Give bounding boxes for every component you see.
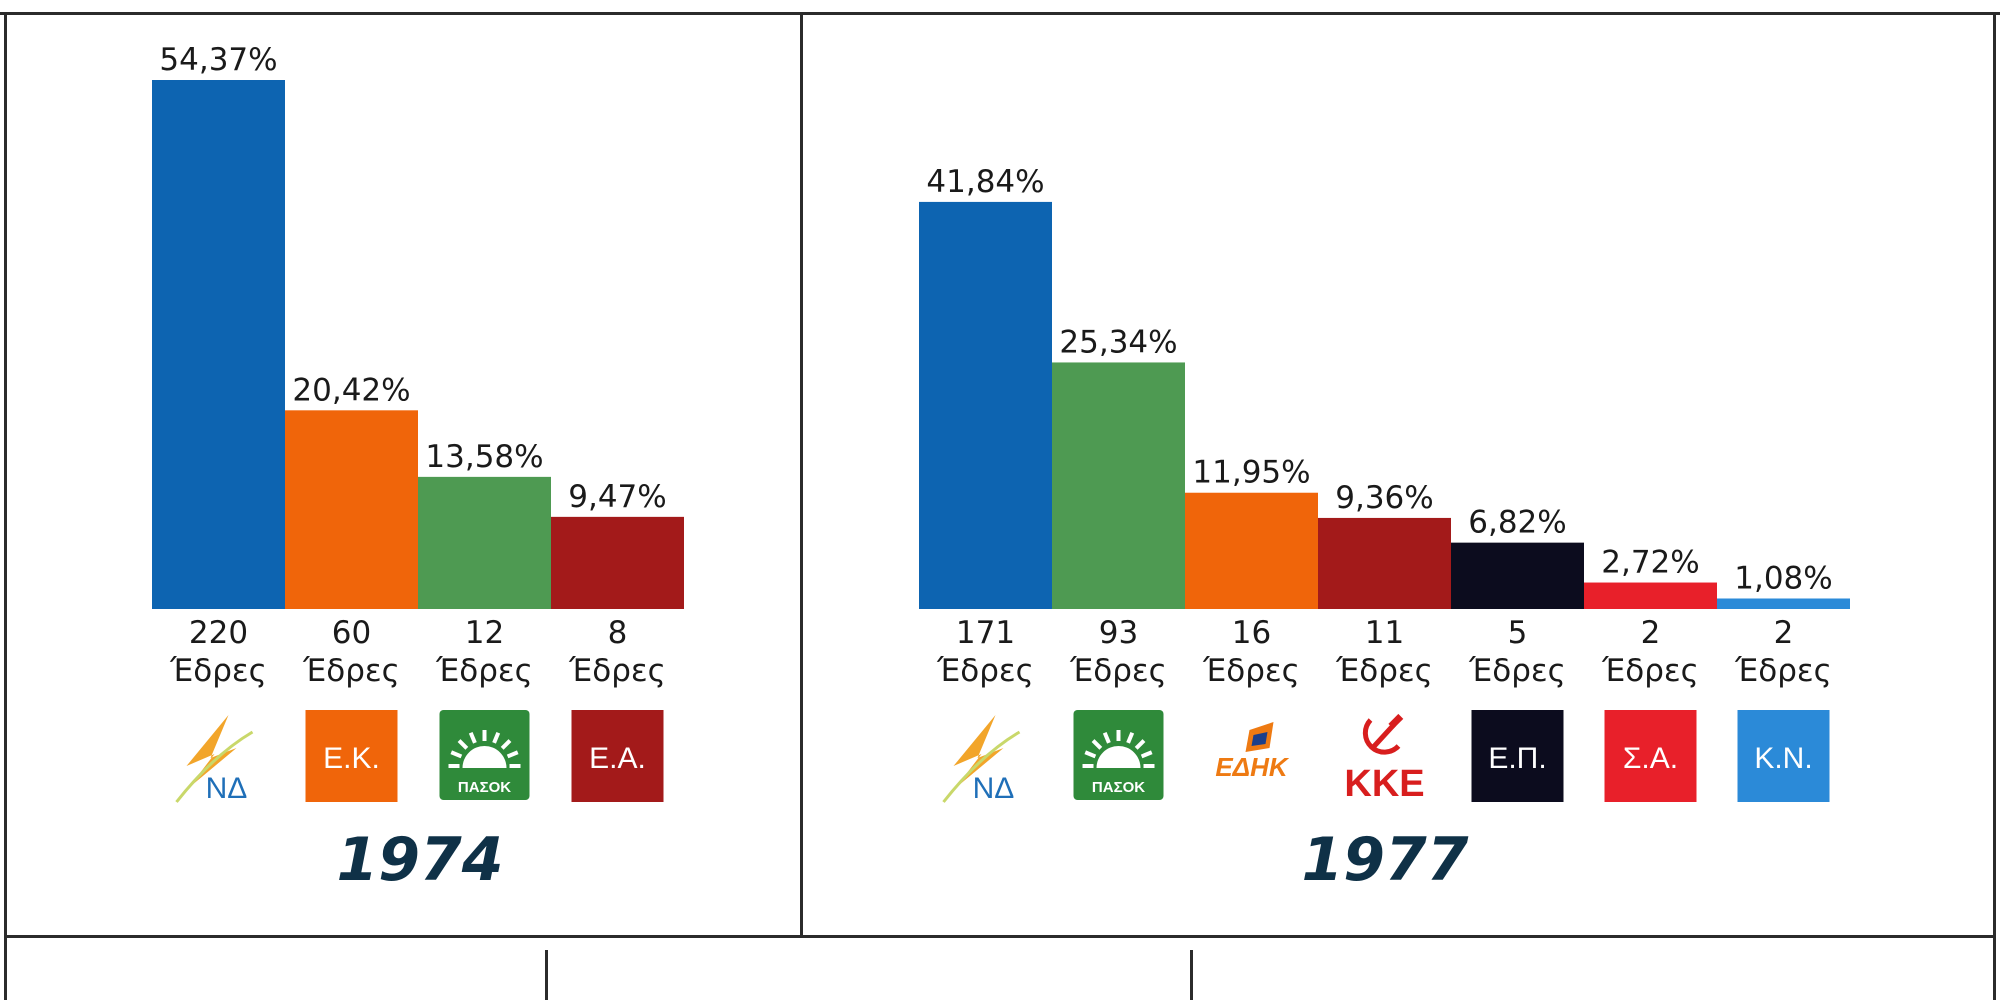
- chart-1977: 41,84%171ΈδρεςΝΔ25,34%93ΈδρεςΠΑΣΟΚ11,95%…: [919, 164, 1850, 895]
- bar-1977-0: [919, 201, 1052, 609]
- seats-count: 12: [465, 615, 504, 651]
- frame-bottom-line: [4, 935, 1996, 938]
- seats-count: 171: [956, 615, 1015, 651]
- frame-right-line: [1993, 12, 1996, 1000]
- logo-box-bg: [571, 710, 664, 802]
- pasok-sun-icon: [448, 730, 521, 768]
- bar-1974-2: [418, 476, 551, 609]
- seats-count: 5: [1508, 615, 1528, 651]
- logo-edhk: ΕΔΗΚ: [1215, 722, 1290, 782]
- seats-unit: Έδρες: [568, 653, 666, 689]
- logo-pasok: ΠΑΣΟΚ: [1073, 710, 1164, 800]
- bar-1977-3: [1318, 517, 1451, 609]
- seats-count: 93: [1099, 615, 1138, 651]
- seats-unit: Έδρες: [1202, 653, 1300, 689]
- value-label: 41,84%: [926, 164, 1044, 200]
- nd-swoosh-icon: [175, 730, 254, 803]
- value-label: 20,42%: [292, 372, 410, 408]
- panel-divider: [800, 12, 803, 937]
- seats-count: 8: [608, 615, 628, 651]
- frame-left-line: [4, 12, 7, 1000]
- value-label: 11,95%: [1192, 455, 1310, 491]
- seats-unit: Έδρες: [1069, 653, 1167, 689]
- seats-unit: Έδρες: [1335, 653, 1433, 689]
- logo-box: Σ.Α.: [1604, 710, 1697, 802]
- bar-1977-4: [1451, 542, 1584, 609]
- bar-1977-5: [1584, 582, 1717, 609]
- seats-unit: Έδρες: [1468, 653, 1566, 689]
- bar-1977-2: [1185, 492, 1318, 609]
- logo-box-text: Ε.Κ.: [323, 742, 380, 775]
- logo-nd: ΝΔ: [942, 715, 1021, 805]
- value-label: 1,08%: [1734, 560, 1832, 596]
- seats-unit: Έδρες: [1734, 653, 1832, 689]
- logo-box-text: Ε.Α.: [589, 742, 646, 775]
- value-label: 6,82%: [1468, 505, 1566, 541]
- logo-box-text: Κ.Ν.: [1754, 742, 1812, 775]
- seats-count: 11: [1365, 615, 1404, 651]
- bar-1974-1: [285, 410, 418, 609]
- value-label: 2,72%: [1601, 545, 1699, 581]
- logo-nd-text: ΝΔ: [206, 772, 248, 805]
- logo-edhk-text: ΕΔΗΚ: [1215, 752, 1290, 782]
- seats-count: 16: [1232, 615, 1271, 651]
- bar-1974-0: [152, 80, 285, 609]
- logo-box: Ε.Α.: [571, 710, 664, 802]
- logo-box-text: Σ.Α.: [1623, 742, 1678, 775]
- seats-unit: Έδρες: [302, 653, 400, 689]
- year-label: 1977: [1302, 825, 1469, 895]
- logo-box: Ε.Π.: [1471, 710, 1564, 802]
- bar-1974-3: [551, 516, 684, 609]
- logo-pasok: ΠΑΣΟΚ: [439, 710, 530, 800]
- value-label: 25,34%: [1059, 324, 1177, 360]
- logo-box-bg: [305, 710, 398, 802]
- logo-nd: ΝΔ: [175, 715, 254, 805]
- nd-swoosh-icon: [942, 730, 1021, 803]
- bar-1977-6: [1717, 598, 1850, 609]
- seats-count: 2: [1641, 615, 1661, 651]
- logo-box-bg: [1737, 710, 1830, 802]
- logo-box-bg: [1471, 710, 1564, 802]
- logo-box: Ε.Κ.: [305, 710, 398, 802]
- logo-nd-text: ΝΔ: [973, 772, 1015, 805]
- seats-unit: Έδρες: [435, 653, 533, 689]
- seats-unit: Έδρες: [1601, 653, 1699, 689]
- pasok-sun-icon: [1082, 730, 1155, 768]
- nd-torch-icon: [953, 715, 1004, 788]
- bar-1977-1: [1052, 362, 1185, 609]
- lower-divider-1: [545, 950, 548, 1000]
- value-label: 9,36%: [1335, 480, 1433, 516]
- value-label: 9,47%: [568, 479, 666, 515]
- seats-unit: Έδρες: [169, 653, 267, 689]
- seats-unit: Έδρες: [936, 653, 1034, 689]
- seats-count: 220: [189, 615, 248, 651]
- value-label: 54,37%: [159, 42, 277, 78]
- seats-count: 2: [1774, 615, 1794, 651]
- logo-pasok-text: ΠΑΣΟΚ: [458, 779, 511, 796]
- logo-box: Κ.Ν.: [1737, 710, 1830, 802]
- logo-box-text: Ε.Π.: [1488, 742, 1546, 775]
- value-label: 13,58%: [425, 439, 543, 475]
- year-label: 1974: [337, 825, 504, 895]
- nd-torch-icon: [186, 715, 237, 788]
- logo-kke-text: ΚΚΕ: [1344, 763, 1424, 805]
- lower-divider-2: [1190, 950, 1193, 1000]
- logo-box-bg: [1604, 710, 1697, 802]
- logo-pasok-text: ΠΑΣΟΚ: [1092, 779, 1145, 796]
- frame-top-line: [0, 12, 2000, 15]
- chart-1974: 54,37%220ΈδρεςΝΔ20,42%60ΈδρεςΕ.Κ.13,58%1…: [152, 42, 684, 895]
- logo-kke: ΚΚΕ: [1344, 713, 1425, 805]
- hammer-sickle-icon: [1362, 713, 1404, 755]
- seats-count: 60: [332, 615, 371, 651]
